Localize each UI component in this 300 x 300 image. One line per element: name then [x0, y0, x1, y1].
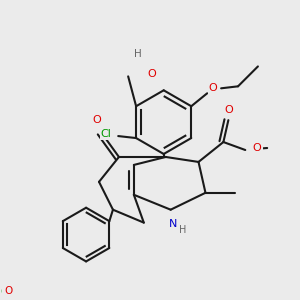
- Text: Cl: Cl: [101, 129, 112, 139]
- Text: O: O: [4, 286, 13, 296]
- Text: Cl: Cl: [0, 287, 11, 297]
- Text: O: O: [3, 286, 11, 296]
- Text: H: H: [179, 225, 186, 235]
- Text: N: N: [169, 219, 177, 229]
- Text: O: O: [148, 69, 156, 80]
- Text: H: H: [134, 50, 142, 59]
- Text: H: H: [4, 286, 11, 296]
- Text: O: O: [224, 105, 233, 115]
- Text: O: O: [209, 83, 218, 93]
- Text: O: O: [93, 115, 101, 125]
- Text: O: O: [253, 143, 262, 153]
